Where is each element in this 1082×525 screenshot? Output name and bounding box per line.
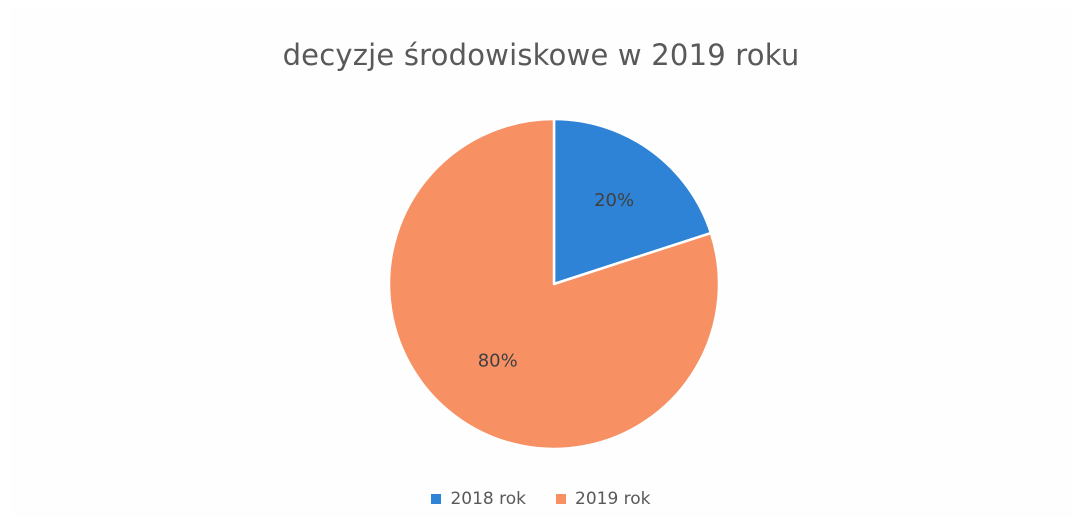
legend-swatch-2019	[556, 494, 566, 504]
legend-item-2019: 2019 rok	[556, 489, 651, 509]
pie-slice-2019-rok	[387, 117, 721, 451]
legend-item-2018: 2018 rok	[431, 489, 526, 509]
data-label-2019-rok: 80%	[478, 350, 518, 371]
pie-data-labels: 20% 80%	[478, 190, 634, 371]
data-label-2018-rok: 20%	[594, 190, 634, 211]
chart-title: decyzje środowiskowe w 2019 roku	[282, 38, 800, 72]
pie-slice-2018-rok	[552, 117, 713, 286]
legend-label-2018: 2018 rok	[450, 489, 526, 509]
legend: 2018 rok 2019 rok	[0, 489, 1082, 509]
legend-label-2019: 2019 rok	[575, 489, 651, 509]
pie-slices	[387, 117, 721, 451]
legend-swatch-2018	[431, 494, 442, 504]
